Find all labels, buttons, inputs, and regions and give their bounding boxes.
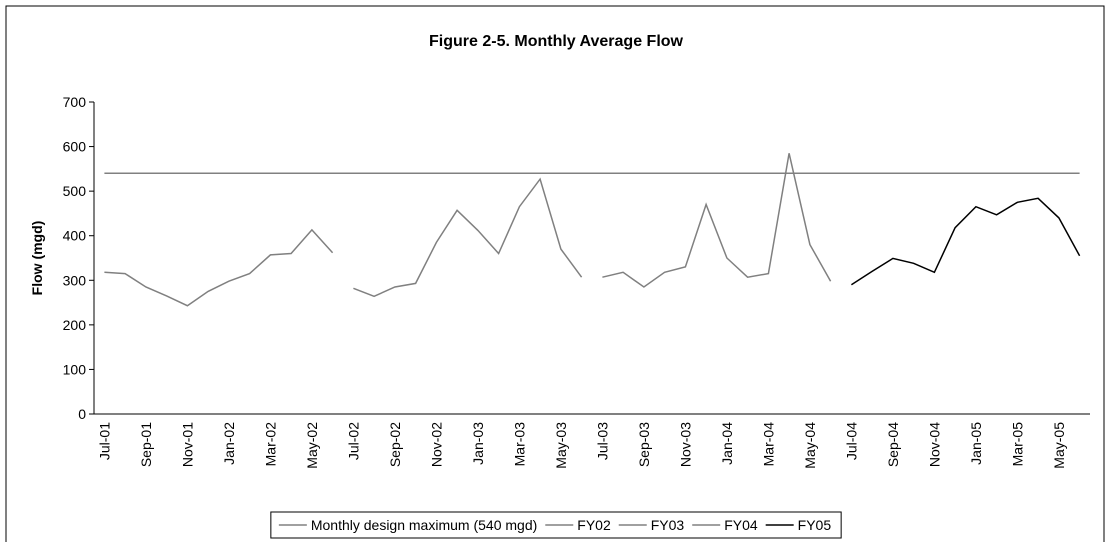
y-tick-label: 100 — [63, 361, 87, 377]
chart-frame — [5, 5, 1105, 547]
x-tick-label: Sep-02 — [387, 422, 403, 467]
x-tick-label: Jan-04 — [719, 422, 735, 465]
series-line — [850, 197, 1081, 286]
x-tick-label: Jul-04 — [843, 422, 859, 460]
x-tick-label: Sep-03 — [636, 422, 652, 467]
y-tick-label: 600 — [63, 139, 87, 155]
legend-label: FY04 — [724, 517, 758, 533]
y-tick-label: 400 — [63, 228, 87, 244]
y-axis-label: Flow (mgd) — [29, 221, 45, 296]
y-tick-label: 500 — [63, 183, 87, 199]
x-tick-label: Nov-01 — [179, 422, 195, 467]
legend-label: Monthly design maximum (540 mgd) — [311, 517, 537, 533]
legend: Monthly design maximum (540 mgd) FY02 FY03… — [270, 511, 842, 539]
y-tick-label: 300 — [63, 272, 87, 288]
x-tick-label: Jul-01 — [96, 422, 112, 460]
x-tick-label: Mar-02 — [262, 422, 278, 467]
x-tick-label: Nov-03 — [677, 422, 693, 467]
series-line — [602, 153, 832, 288]
x-tick-label: Mar-03 — [511, 422, 527, 467]
x-tick-label: Jul-02 — [345, 422, 361, 460]
x-tick-label: May-05 — [1051, 422, 1067, 469]
x-tick-label: Nov-04 — [926, 422, 942, 467]
chart-title: Figure 2-5. Monthly Average Flow — [429, 33, 684, 50]
legend-label: FY02 — [577, 517, 611, 533]
y-tick-label: 700 — [63, 94, 87, 110]
x-tick-label: Mar-05 — [1009, 422, 1025, 467]
x-tick-label: Sep-04 — [885, 422, 901, 467]
y-tick-label: 200 — [63, 317, 87, 333]
x-tick-label: Jan-02 — [221, 422, 237, 465]
y-tick-label: 0 — [78, 406, 86, 422]
x-tick-label: May-02 — [304, 422, 320, 469]
x-tick-label: Jul-03 — [594, 422, 610, 460]
legend-label: FY05 — [798, 517, 832, 533]
series-line — [104, 228, 334, 307]
x-tick-label: May-04 — [802, 422, 818, 469]
x-tick-label: May-03 — [553, 422, 569, 469]
x-tick-label: Jan-03 — [470, 422, 486, 465]
x-tick-label: Sep-01 — [138, 422, 154, 467]
x-tick-label: Nov-02 — [428, 422, 444, 467]
legend-label: FY03 — [651, 517, 685, 533]
x-tick-label: Mar-04 — [760, 422, 776, 467]
series-line — [353, 177, 583, 298]
x-tick-label: Jan-05 — [968, 422, 984, 465]
